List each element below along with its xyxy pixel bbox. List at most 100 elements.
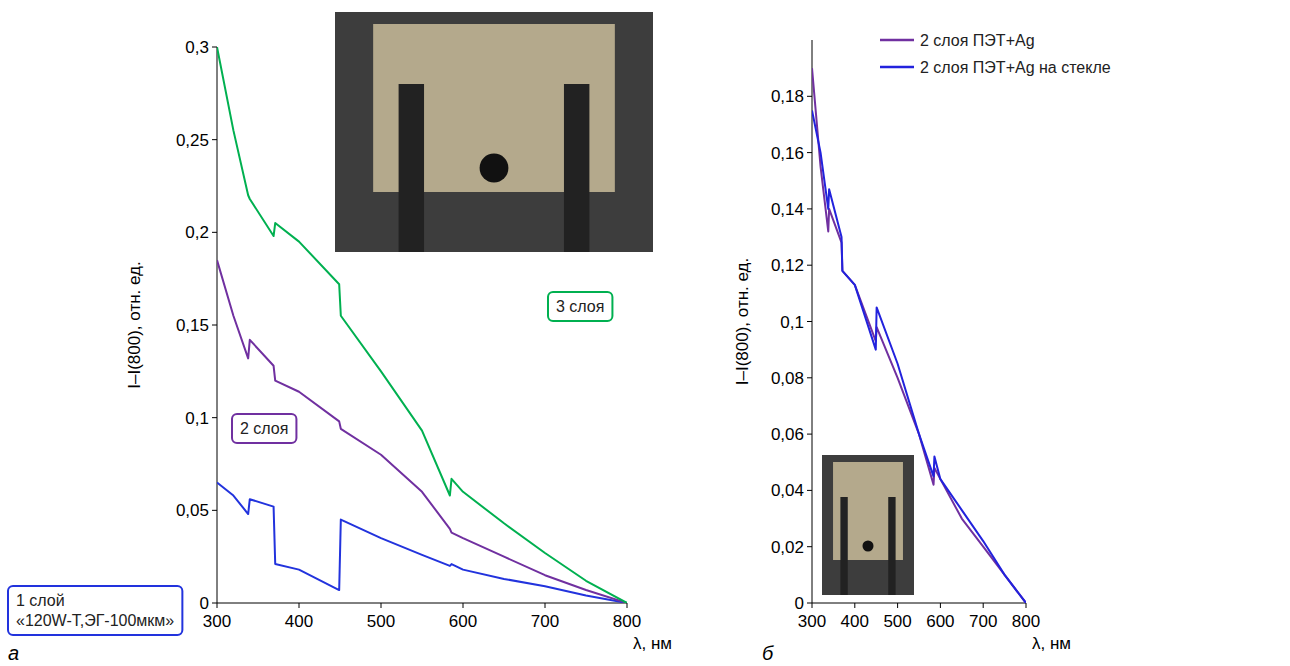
y-tick: [807, 208, 812, 209]
legend-label: 2 слоя ПЭТ+Ag на стекле: [920, 59, 1111, 76]
x-tick-label: 500: [883, 612, 911, 631]
series-label-text: 1 слой «120W-Т,ЭГ-100мкм»: [16, 592, 174, 629]
y-tick-label: 0,14: [771, 200, 804, 219]
y-tick-label: 0,25: [176, 131, 209, 150]
series-label-box: [8, 586, 182, 635]
y-tick-label: 0: [200, 594, 209, 613]
y-tick: [212, 417, 217, 418]
y-tick: [807, 96, 812, 97]
x-tick-label: 600: [926, 612, 954, 631]
x-tick-label: 500: [367, 612, 395, 631]
y-tick: [807, 377, 812, 378]
y-tick: [807, 603, 812, 604]
figure: 0 0,05 0,1 0,15 0,2 0,25 0,3 300 400 500 600 700 800…: [0, 0, 1290, 666]
panel-letter: а: [8, 642, 19, 664]
y-tick-label: 0,1: [185, 409, 209, 428]
x-tick-label: 700: [969, 612, 997, 631]
legend-swatch: [880, 39, 914, 42]
x-tick: [217, 603, 218, 608]
y-tick: [212, 603, 217, 604]
legend-label: 2 слоя ПЭТ+Ag: [920, 32, 1035, 49]
x-tick-label: 400: [841, 612, 869, 631]
x-tick-label: 800: [1012, 612, 1040, 631]
x-tick: [897, 603, 898, 608]
y-tick-label: 0,08: [771, 369, 804, 388]
y-tick-label: 0,3: [185, 38, 209, 57]
panel: 0 0,02 0,04 0,06 0,08 0,1 0,12 0,14 0,16 0,18 300 4…: [733, 32, 1111, 664]
photo-holder: [840, 497, 847, 595]
y-tick-label: 0,1: [780, 313, 804, 332]
series-label-box: [232, 414, 296, 443]
y-tick-label: 0,2: [185, 223, 209, 242]
photo-background: [335, 12, 653, 252]
y-tick: [807, 321, 812, 322]
x-tick: [940, 603, 941, 608]
y-tick-label: 0,06: [771, 425, 804, 444]
x-axis-line: [812, 603, 1026, 604]
photo-holder: [564, 84, 589, 252]
y-tick-label: 0,15: [176, 316, 209, 335]
series-label: 2 слоя: [232, 414, 296, 443]
y-tick-label: 0,18: [771, 87, 804, 106]
y-tick-label: 0,04: [771, 481, 804, 500]
x-axis-title: λ, нм: [1032, 634, 1071, 653]
y-tick: [212, 232, 217, 233]
series-line: [812, 110, 1026, 603]
series-label: 1 слой «120W-Т,ЭГ-100мкм»: [8, 586, 182, 635]
y-tick-label: 0,05: [176, 501, 209, 520]
photo-inset: [335, 12, 653, 252]
photo-background: [822, 455, 914, 595]
y-tick-label: 0,12: [771, 256, 804, 275]
plot-lines: [217, 47, 627, 603]
series-label-text: 3 слоя: [556, 298, 604, 315]
y-tick-label: 0,02: [771, 538, 804, 557]
y-tick: [807, 546, 812, 547]
y-tick: [212, 325, 217, 326]
x-tick-label: 400: [285, 612, 313, 631]
series-label-line: 3 слоя: [556, 298, 604, 315]
x-tick: [854, 603, 855, 608]
x-tick: [812, 603, 813, 608]
y-tick: [807, 265, 812, 266]
y-axis-title: I–I(800), отн. ед.: [733, 258, 752, 385]
x-axis-line: [217, 603, 627, 604]
series-label-line: 2 слоя: [240, 420, 288, 437]
plot-lines: [812, 68, 1026, 603]
series-label-line: «120W-Т,ЭГ-100мкм»: [16, 612, 174, 629]
x-tick: [463, 603, 464, 608]
y-tick: [807, 152, 812, 153]
x-tick: [381, 603, 382, 608]
x-tick-label: 800: [613, 612, 641, 631]
series-label-box: [548, 292, 612, 321]
y-tick-label: 0: [795, 594, 804, 613]
photo-aperture: [862, 540, 873, 551]
y-tick: [807, 490, 812, 491]
photo-inset: [822, 455, 914, 595]
y-tick: [212, 139, 217, 140]
photo-holder: [888, 497, 895, 595]
x-tick-label: 300: [203, 612, 231, 631]
x-tick: [545, 603, 546, 608]
series-label-text: 2 слоя: [240, 420, 288, 437]
y-tick-label: 0,16: [771, 144, 804, 163]
x-tick-label: 600: [449, 612, 477, 631]
series-label: 3 слоя: [548, 292, 612, 321]
x-tick-label: 700: [531, 612, 559, 631]
y-tick: [807, 434, 812, 435]
x-tick: [627, 603, 628, 608]
x-axis-title: λ, нм: [633, 634, 672, 653]
x-tick: [1026, 603, 1027, 608]
series-label-line: 1 слой: [16, 592, 69, 609]
panel-letter: б: [762, 642, 774, 664]
photo-aperture: [480, 154, 509, 183]
legend: 2 слоя ПЭТ+Ag 2 слоя ПЭТ+Ag на стекле: [880, 32, 1111, 76]
background: [0, 0, 1290, 666]
series-line: [217, 483, 627, 603]
x-tick: [299, 603, 300, 608]
y-tick: [212, 47, 217, 48]
y-tick: [212, 510, 217, 511]
x-tick-label: 300: [798, 612, 826, 631]
series-line: [812, 68, 1026, 603]
series-line: [217, 47, 627, 603]
panel: 0 0,05 0,1 0,15 0,2 0,25 0,3 300 400 500 600 700 800…: [8, 12, 672, 664]
